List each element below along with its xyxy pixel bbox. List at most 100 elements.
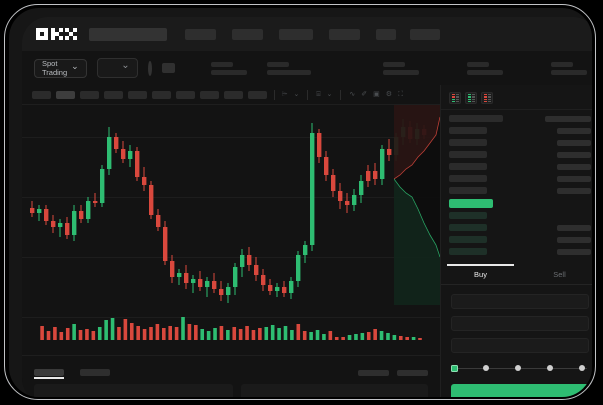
timeframe-button-4[interactable] — [128, 90, 147, 99]
nav-item-1[interactable] — [89, 27, 167, 41]
toolbar-divider-1 — [274, 89, 275, 100]
orderbook-bid-row[interactable] — [449, 224, 591, 231]
order-price-input[interactable] — [451, 294, 589, 309]
timeframe-button-6[interactable] — [176, 90, 195, 99]
orderbook-qty-cell — [545, 115, 591, 122]
order-total-input[interactable] — [451, 338, 589, 353]
orderbook-bid-row[interactable] — [449, 236, 591, 243]
slider-stop-50[interactable] — [515, 365, 521, 371]
trading-mode-button[interactable]: Spot Trading ⌄ — [34, 58, 87, 78]
orderbook-bid-row[interactable] — [449, 248, 591, 255]
orderbook-ask-row[interactable] — [449, 163, 591, 170]
orderbook-ask-row[interactable] — [449, 187, 591, 194]
stat-24h-change — [211, 61, 247, 75]
orderbook-ask-row[interactable] — [449, 151, 591, 158]
settings-icon[interactable]: ⚙ — [385, 91, 393, 98]
tab-open-orders[interactable] — [34, 369, 64, 376]
amount-percent-slider[interactable] — [451, 364, 589, 373]
orderbook-view-bids-icon[interactable] — [465, 92, 477, 104]
timeframe-button-5[interactable] — [152, 90, 171, 99]
orderbook-qty-cell — [557, 163, 591, 170]
orderbook-bid-row[interactable] — [449, 212, 591, 219]
orderbook-view-asks-icon[interactable] — [481, 92, 493, 104]
trading-mode-label: Spot Trading — [42, 59, 68, 77]
orderbook-price-cell — [449, 163, 487, 170]
nav-item-7[interactable] — [410, 28, 440, 40]
orderbook-qty-cell — [557, 248, 591, 255]
orderbook-ask-row[interactable] — [449, 175, 591, 182]
orderbook-ask-row[interactable] — [449, 139, 591, 146]
nav-item-3[interactable] — [232, 28, 263, 40]
stat-24h-turnover — [551, 61, 587, 75]
timeframe-button-8[interactable] — [224, 90, 243, 99]
stat-label — [467, 61, 489, 67]
stat-label — [211, 61, 233, 67]
timeframe-button-7[interactable] — [200, 90, 219, 99]
orderbook-price-cell — [449, 248, 487, 255]
slider-stop-75[interactable] — [547, 365, 553, 371]
chart-toolbar: ⌲ ⌄ ⌸ ⌄ ∿ ✐ ▣ ⚙ ⛶ — [22, 85, 440, 105]
stat-label — [383, 61, 405, 67]
chart-gridline — [22, 317, 440, 318]
nav-item-5[interactable] — [329, 28, 360, 40]
orderbook-qty-cell — [557, 224, 591, 231]
chart-gridline — [22, 197, 440, 198]
tab-sell[interactable]: Sell — [520, 264, 592, 284]
stat-value — [267, 69, 311, 75]
fullscreen-icon[interactable]: ⛶ — [398, 91, 403, 98]
stat-24h-volume — [467, 61, 503, 75]
pencil-icon[interactable]: ✐ — [361, 91, 368, 98]
stat-value — [551, 69, 587, 75]
orders-panel — [22, 355, 440, 397]
slider-stop-100[interactable] — [579, 365, 585, 371]
tab-buy-label: Buy — [474, 270, 487, 279]
chevron-down-icon-1[interactable]: ⌄ — [293, 91, 300, 98]
okx-logo[interactable] — [36, 28, 77, 40]
nav-item-6[interactable] — [376, 28, 396, 40]
bottom-panel-left[interactable] — [34, 384, 234, 397]
nav-item-4[interactable] — [279, 28, 313, 40]
orderbook-ask-row[interactable] — [449, 127, 591, 134]
chevron-down-icon: ⌄ — [71, 60, 79, 71]
bottom-panel-right[interactable] — [241, 384, 428, 397]
chevron-down-icon-2[interactable]: ⌄ — [326, 91, 333, 98]
timeframe-button-9[interactable] — [248, 90, 267, 99]
okx-logo-x — [65, 28, 77, 40]
bottom-action-1[interactable] — [358, 369, 389, 376]
price-chart[interactable] — [22, 105, 440, 355]
orderbook-view-both-icon[interactable] — [449, 92, 461, 104]
orderbook-asks[interactable] — [441, 115, 592, 194]
timeframe-button-1[interactable] — [56, 90, 75, 99]
chevron-down-icon-pair: ⌄ — [121, 59, 130, 71]
line-tool-icon[interactable]: ∿ — [349, 91, 356, 98]
timeframe-button-2[interactable] — [80, 90, 99, 99]
stat-value — [467, 69, 503, 75]
slider-handle[interactable] — [451, 364, 458, 372]
timeframe-button-3[interactable] — [104, 90, 123, 99]
orderbook-ask-row[interactable] — [449, 115, 591, 122]
stat-24h-low — [383, 61, 419, 75]
bottom-action-2[interactable] — [397, 369, 428, 376]
place-buy-order-button[interactable] — [451, 384, 589, 397]
nav-item-2[interactable] — [185, 28, 216, 40]
tab-order-history[interactable] — [80, 369, 110, 376]
orderbook-price-cell — [449, 139, 487, 146]
chart-type-icon[interactable]: ⌸ — [316, 91, 321, 98]
camera-icon[interactable]: ▣ — [373, 91, 380, 98]
device-body: Spot Trading ⌄ ⌄ — [9, 8, 592, 397]
indicators-icon[interactable]: ⌲ — [282, 91, 288, 98]
active-tab-underline — [34, 377, 64, 379]
orderbook-qty-cell — [557, 139, 591, 146]
slider-stop-25[interactable] — [483, 365, 489, 371]
orderbook-bids[interactable] — [441, 212, 592, 255]
timeframe-button-0[interactable] — [32, 90, 51, 99]
trading-pair-select[interactable]: ⌄ — [96, 58, 138, 78]
order-amount-input[interactable] — [451, 316, 589, 331]
orderbook-and-trade-panel: Buy Sell — [440, 85, 592, 397]
stat-24h-high — [267, 61, 311, 75]
tab-buy[interactable]: Buy — [441, 264, 520, 284]
market-depth-overlay — [394, 105, 440, 305]
orderbook-price-cell — [449, 175, 487, 182]
orderbook-price-cell — [449, 187, 487, 194]
